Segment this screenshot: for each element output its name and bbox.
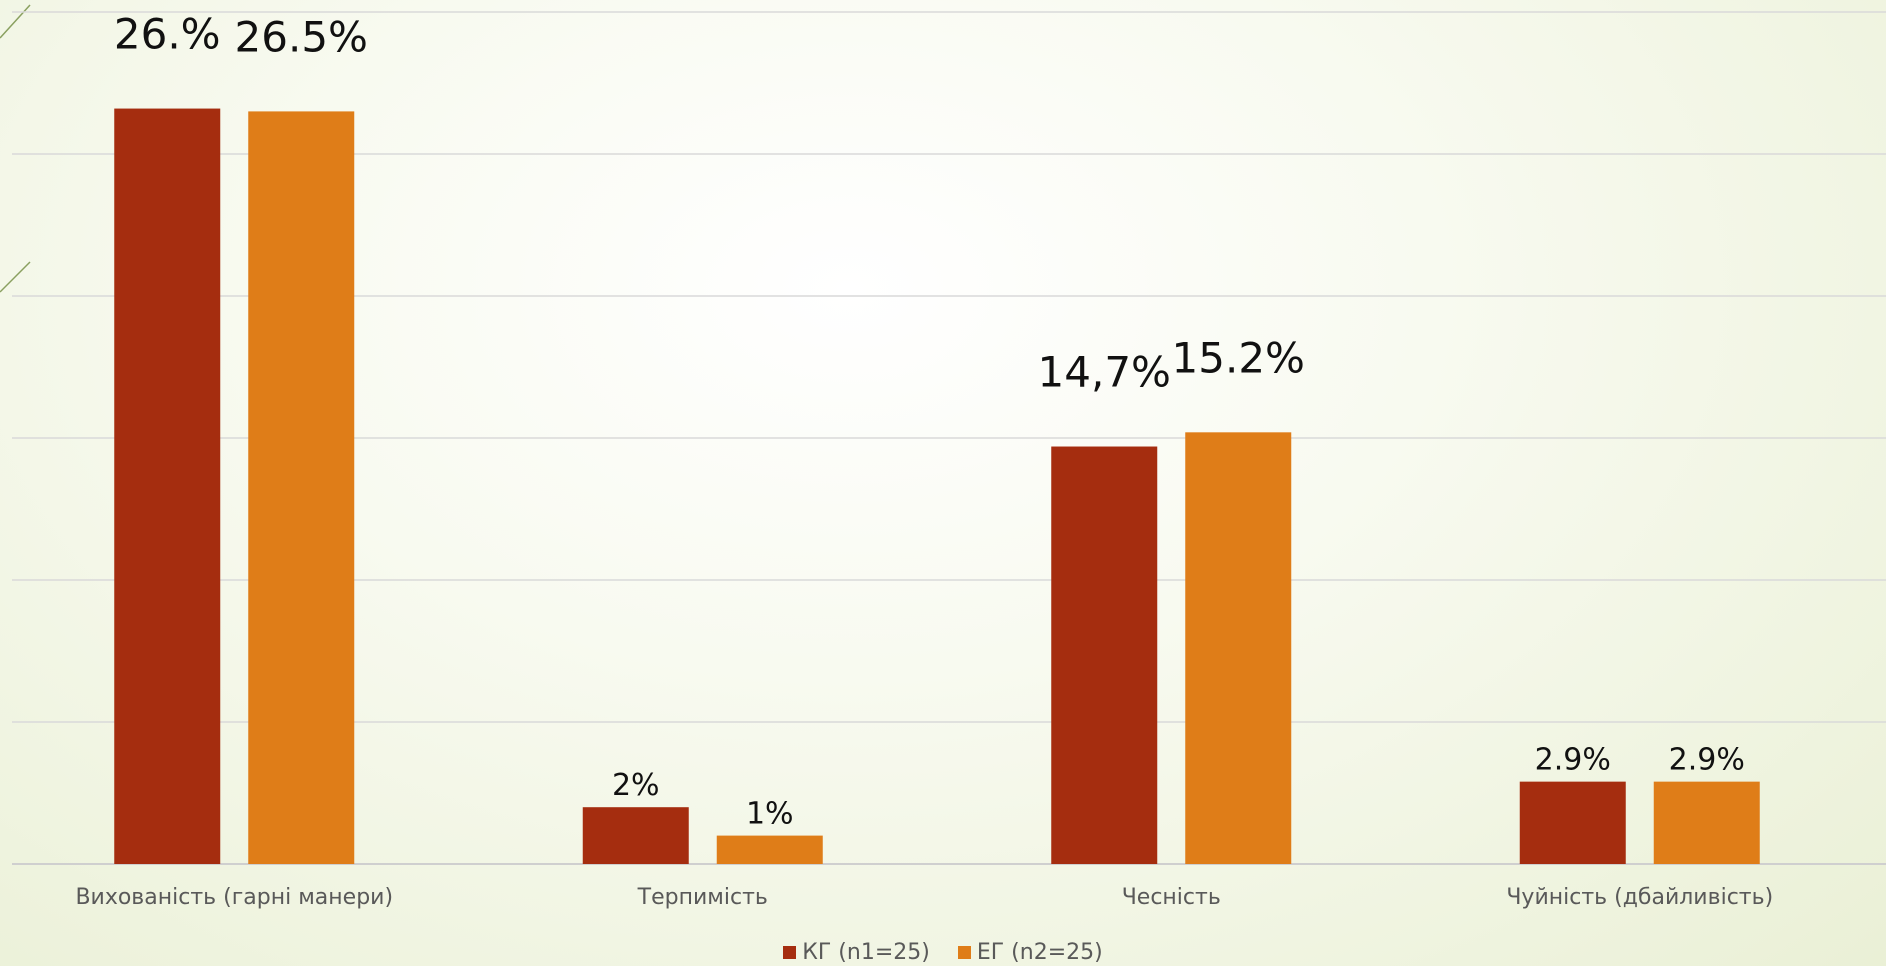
- data-label: 26.5%: [235, 12, 368, 61]
- bar: [1653, 781, 1760, 864]
- legend-item-eg: ЕГ (n2=25): [957, 940, 1103, 965]
- corner-decoration-line: [0, 261, 31, 293]
- data-label: 15.2%: [1172, 333, 1305, 382]
- data-label: 14,7%: [1038, 348, 1171, 397]
- data-label: 2%: [612, 768, 660, 803]
- value-labels: 26.% 26.5% 2% 1% 14,7% 15.2% 2.9% 2.9%: [114, 10, 1745, 832]
- category-label: Чуйність (дбайливість): [1506, 885, 1773, 910]
- data-label: 2.9%: [1535, 743, 1611, 778]
- category-label: Чесність: [1122, 885, 1221, 910]
- data-label: 26.%: [114, 10, 221, 59]
- corner-decoration-line: [0, 4, 31, 39]
- legend-label: КГ (n1=25): [802, 940, 930, 965]
- bar: [582, 807, 689, 864]
- bar: [1185, 432, 1292, 864]
- bar: [1519, 781, 1626, 864]
- category-label: Вихованість (гарні манери): [75, 885, 393, 910]
- category-label: Терпимість: [637, 885, 768, 910]
- bars: [114, 108, 1760, 864]
- bar: [716, 835, 823, 864]
- category-labels: Вихованість (гарні манери) Терпимість Чесн…: [75, 885, 1773, 910]
- bar: [1051, 446, 1158, 864]
- bar: [248, 111, 355, 864]
- data-label: 2.9%: [1669, 743, 1745, 778]
- legend-swatch: [957, 946, 971, 959]
- legend: КГ (n1=25) ЕГ (n2=25): [0, 940, 1886, 965]
- data-label: 1%: [746, 797, 794, 832]
- legend-item-kg: КГ (n1=25): [783, 940, 930, 965]
- bar: [114, 108, 221, 864]
- legend-label: ЕГ (n2=25): [976, 940, 1103, 965]
- legend-swatch: [783, 946, 797, 959]
